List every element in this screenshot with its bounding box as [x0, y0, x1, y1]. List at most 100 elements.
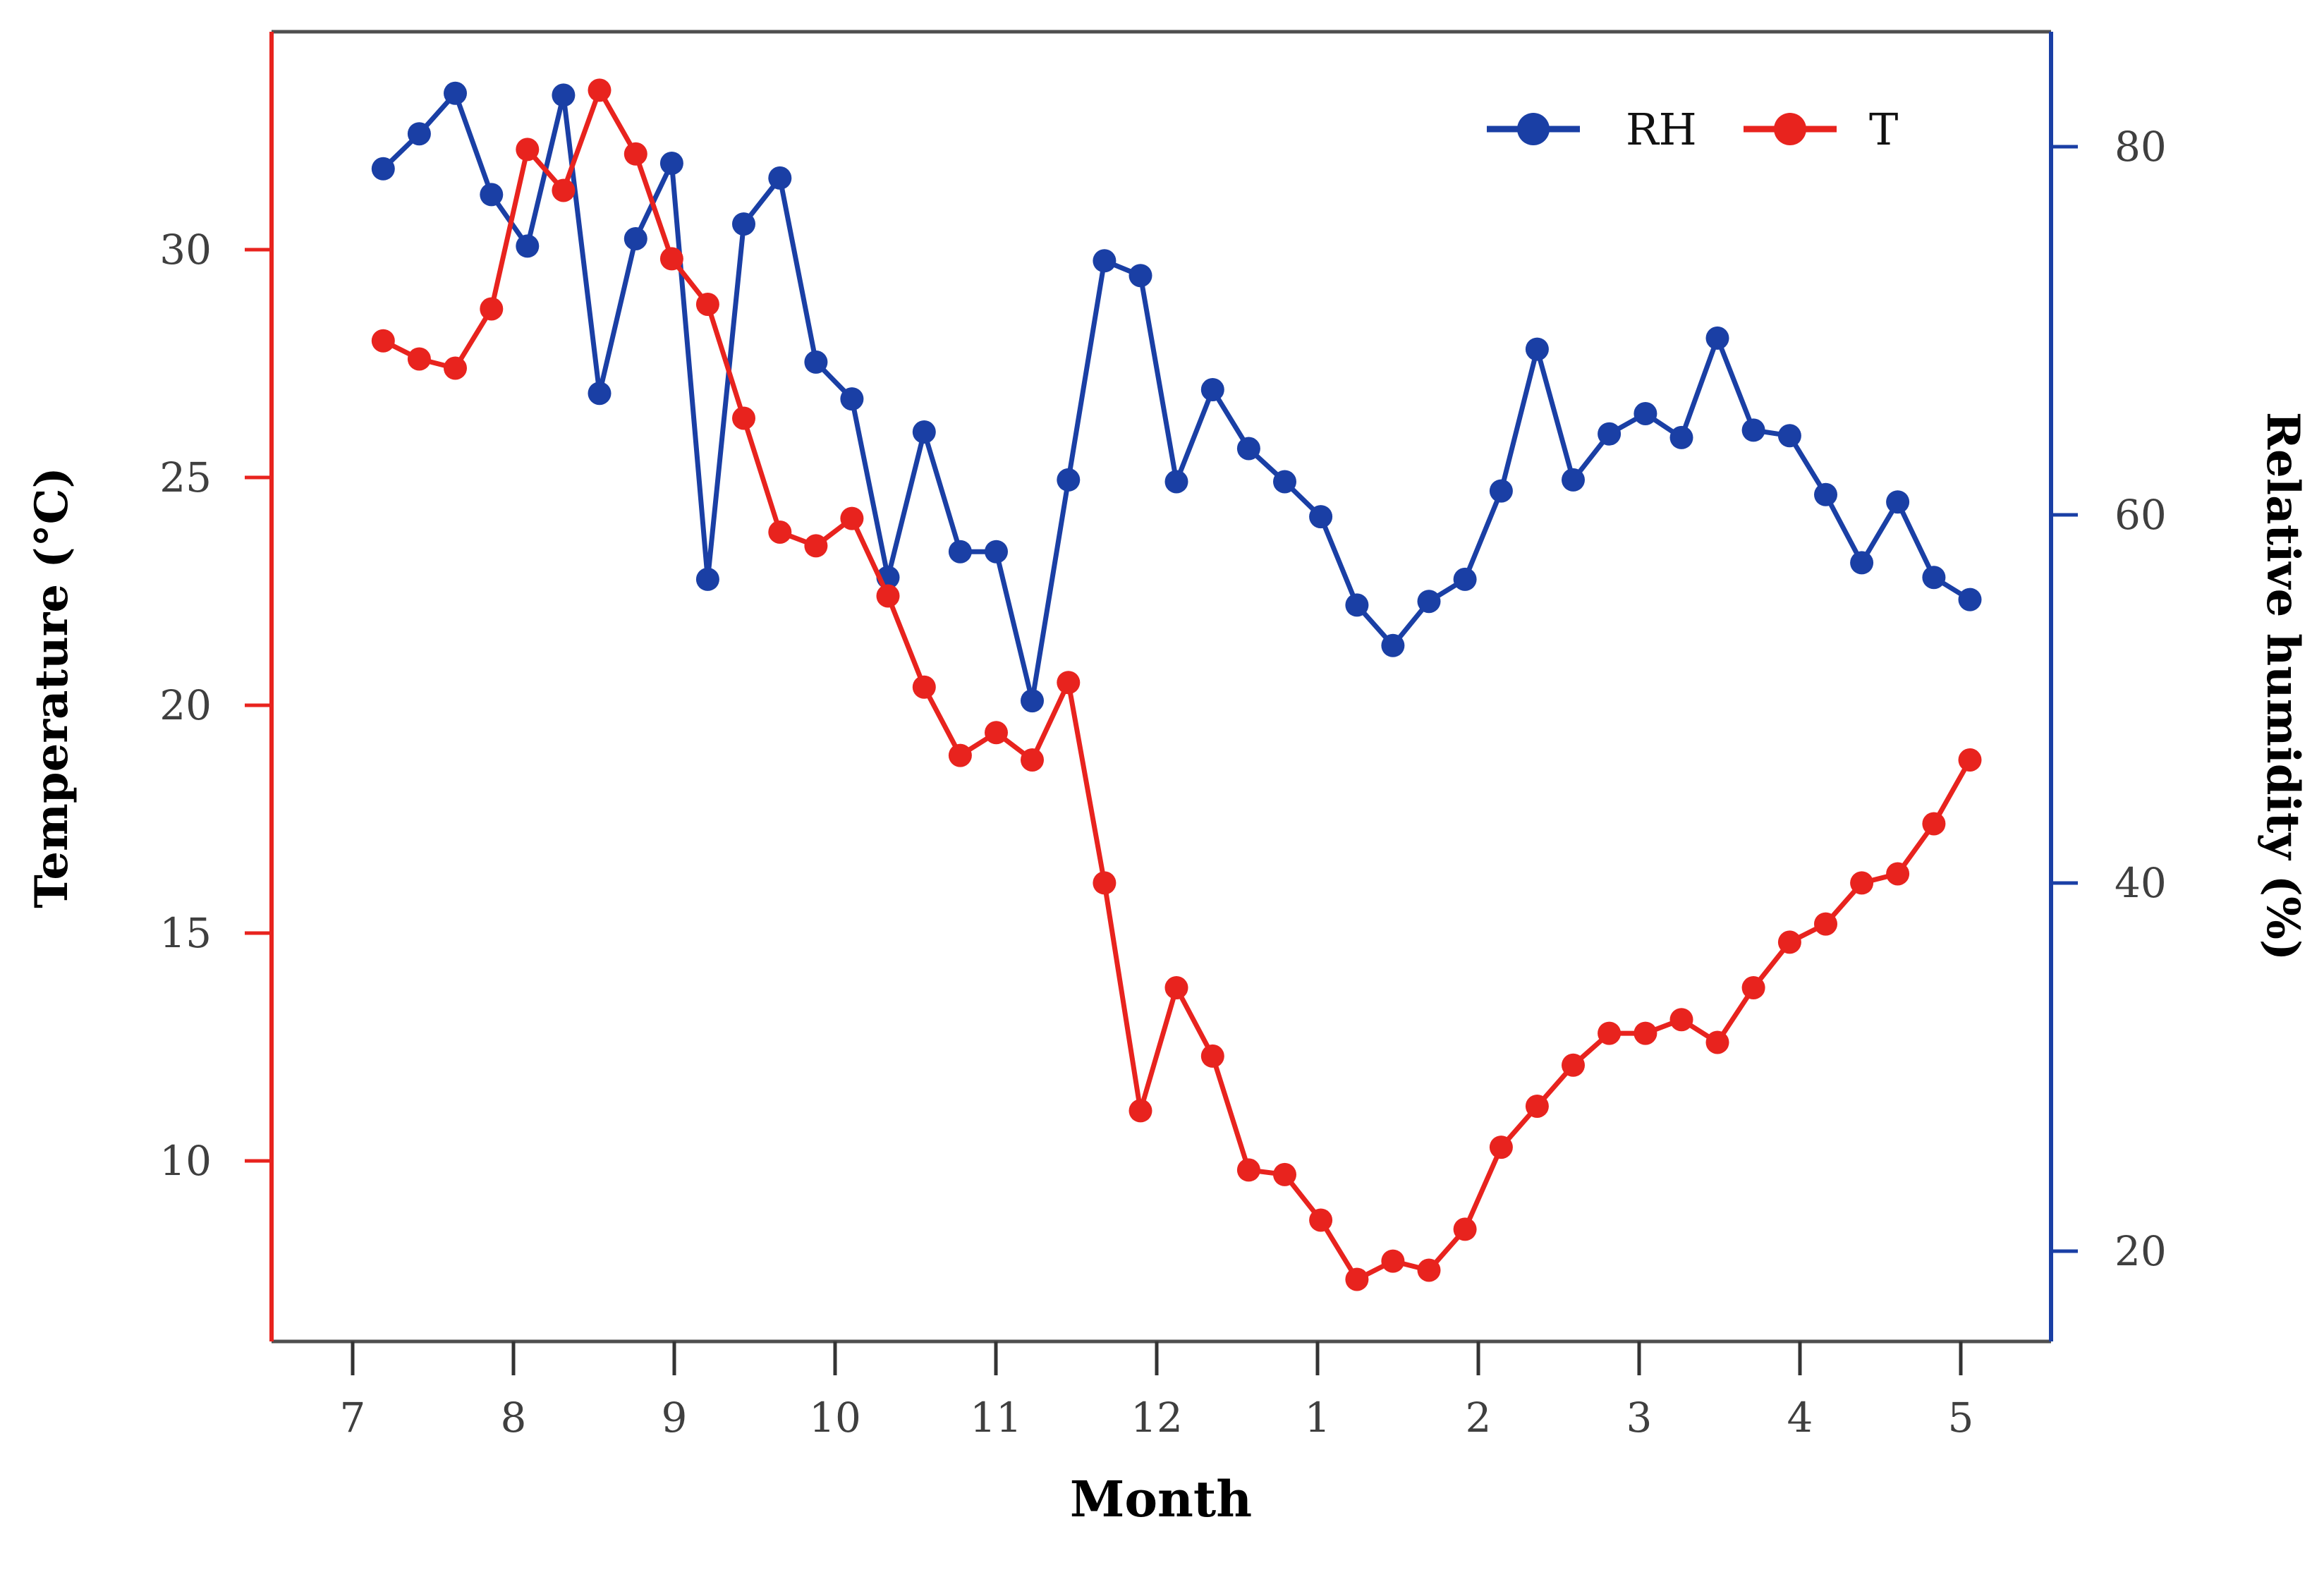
- series-rh-point: [732, 212, 755, 236]
- series-t-point: [768, 520, 792, 544]
- series-rh-point: [1417, 590, 1441, 614]
- series-t-point: [1128, 1099, 1152, 1123]
- series-rh-point: [588, 382, 612, 406]
- series-t-point: [1922, 812, 1946, 836]
- series-t-point: [480, 297, 504, 321]
- series-rh-point: [1525, 337, 1549, 361]
- series-rh-point: [1886, 490, 1910, 514]
- plot-frame: [269, 30, 2053, 1344]
- series-rh-point: [1309, 505, 1333, 529]
- x-tick-label: 9: [662, 1394, 688, 1442]
- left-tick-label: 15: [159, 909, 212, 957]
- series-t-point: [1381, 1249, 1405, 1273]
- x-tick-label: 2: [1466, 1394, 1492, 1442]
- series-rh-point: [1598, 422, 1622, 446]
- series-rh-point: [985, 540, 1008, 564]
- series-rh-point: [480, 183, 504, 207]
- left-axis-title: Temperature (°C): [25, 467, 78, 908]
- series-t-point: [444, 356, 467, 380]
- series-rh-point: [1381, 633, 1405, 657]
- series-t-point: [1669, 1008, 1693, 1032]
- legend: RH T: [1487, 104, 1898, 155]
- right-tick-label: 60: [2115, 491, 2167, 539]
- series-rh-point: [1345, 593, 1369, 617]
- series-rh-point: [1093, 249, 1117, 273]
- series-t-point: [1417, 1258, 1441, 1282]
- series-t-point: [1093, 871, 1117, 895]
- series-t-point: [1634, 1021, 1657, 1045]
- series-t-point: [840, 506, 864, 530]
- series-rh-point: [1453, 567, 1477, 591]
- series-t-line: [380, 87, 1973, 1282]
- series-rh-point: [1958, 587, 1982, 611]
- series-t-point: [516, 138, 540, 162]
- series-rh-point: [1021, 689, 1044, 713]
- series-rh-point: [1128, 264, 1152, 288]
- x-tick-label: 5: [1948, 1394, 1974, 1442]
- series-t-point: [1057, 671, 1081, 695]
- x-tick-label: 1: [1305, 1394, 1331, 1442]
- series-rh-point: [912, 420, 936, 444]
- series-rh-point: [444, 81, 467, 105]
- x-axis-title: Month: [1070, 1470, 1252, 1528]
- series-rh-point: [1634, 402, 1657, 425]
- t-legend-dot-icon: [1774, 113, 1806, 145]
- series-t-point: [1164, 976, 1188, 999]
- x-tick-label: 12: [1131, 1394, 1183, 1442]
- right-tick-label: 20: [2115, 1227, 2167, 1275]
- series-t-point: [1200, 1044, 1224, 1068]
- data-series: [371, 78, 1982, 1291]
- series-rh-point: [1814, 482, 1837, 506]
- series-rh-point: [1562, 468, 1585, 492]
- series-rh-point: [371, 157, 395, 181]
- x-tick-label: 10: [809, 1394, 861, 1442]
- series-t: [371, 78, 1982, 1291]
- series-rh-point: [1057, 468, 1081, 492]
- legend-label-rh: RH: [1626, 104, 1697, 155]
- left-tick-label: 30: [159, 226, 212, 274]
- left-tick-label: 25: [159, 453, 212, 501]
- right-tick-label: 80: [2115, 123, 2167, 171]
- series-rh-point: [1489, 479, 1513, 503]
- series-t-point: [1273, 1162, 1296, 1186]
- series-rh-point: [1777, 424, 1801, 448]
- right-axis-title: Relative humidity (%): [2256, 412, 2309, 961]
- series-rh-point: [1741, 418, 1765, 442]
- series-rh-point: [1200, 378, 1224, 401]
- series-t-point: [1777, 930, 1801, 954]
- series-t-point: [1525, 1095, 1549, 1118]
- series-rh-point: [1705, 326, 1729, 350]
- series-t-point: [1309, 1208, 1333, 1232]
- rh-legend-dot-icon: [1517, 113, 1550, 145]
- series-rh-point: [1236, 437, 1260, 461]
- series-t-point: [1598, 1021, 1622, 1045]
- series-t-point: [552, 178, 576, 202]
- series-rh-point: [1850, 551, 1874, 575]
- series-t-point: [659, 247, 683, 271]
- x-tick-label: 3: [1626, 1394, 1653, 1442]
- left-tick-label: 10: [159, 1137, 212, 1185]
- series-t-point: [1489, 1136, 1513, 1159]
- series-rh-point: [1164, 470, 1188, 494]
- series-t-point: [1741, 976, 1765, 999]
- series-t-point: [1850, 871, 1874, 895]
- series-rh-point: [516, 234, 540, 258]
- series-t-point: [912, 675, 936, 699]
- series-rh-point: [804, 350, 828, 374]
- series-t-point: [985, 721, 1008, 745]
- x-tick-label: 8: [501, 1394, 527, 1442]
- series-t-point: [732, 406, 755, 430]
- series-t-point: [1345, 1267, 1369, 1291]
- series-rh-point: [1922, 566, 1946, 590]
- series-t-point: [1814, 912, 1837, 936]
- series-rh-point: [1669, 425, 1693, 449]
- series-t-point: [623, 142, 647, 166]
- x-tick-label: 4: [1787, 1394, 1813, 1442]
- series-rh-line: [380, 90, 1973, 704]
- legend-item-t: T: [1744, 104, 1898, 155]
- x-tick-label: 11: [970, 1394, 1022, 1442]
- series-rh-point: [552, 83, 576, 107]
- series-t-point: [1453, 1217, 1477, 1241]
